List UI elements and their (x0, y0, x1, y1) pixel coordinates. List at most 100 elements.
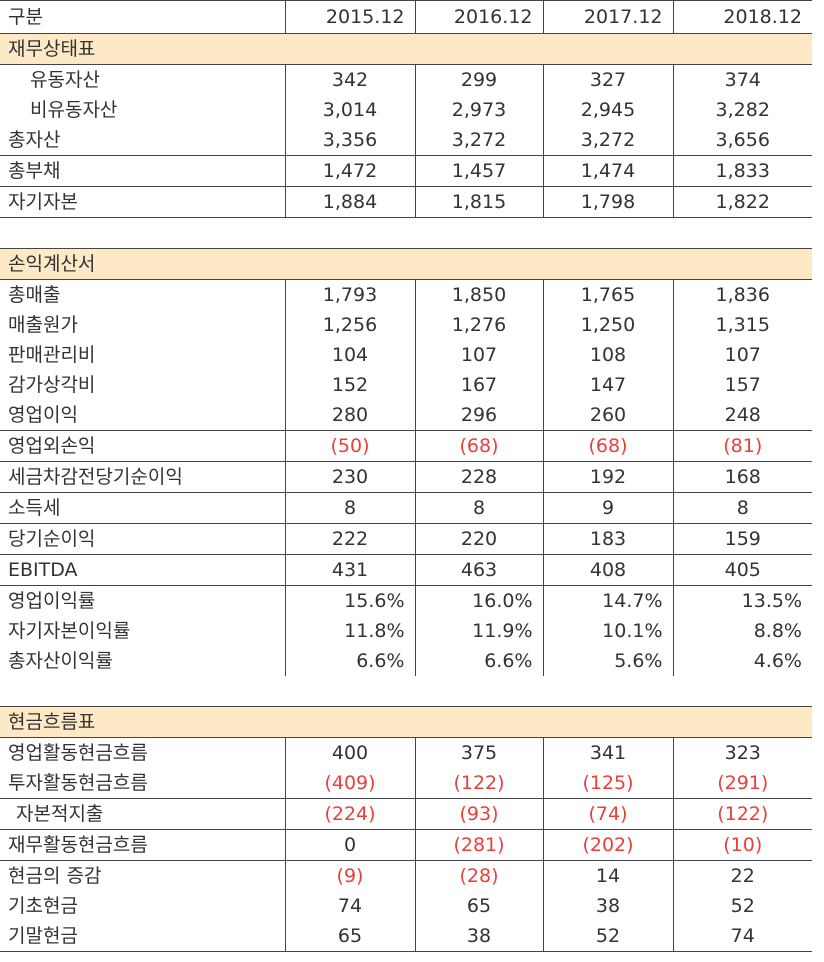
value-cell: 222 (284, 523, 415, 555)
row-label: 영업이익 (0, 400, 285, 431)
value-cell: 299 (414, 64, 543, 95)
value-cell: 327 (542, 64, 673, 95)
row-label: 영업이익률 (8, 590, 96, 612)
section-row: 재무상태표 (0, 33, 812, 65)
data-row: 영업활동현금흐름 400 375 341 323 (0, 737, 812, 768)
value-cell: 16.0% (414, 585, 543, 616)
value-cell: 323 (672, 737, 812, 768)
value-cell: 2,945 (542, 95, 673, 125)
row-label: 기초현금 (8, 895, 78, 917)
value-cell: 38 (542, 891, 673, 921)
value-cell: 463 (414, 554, 543, 586)
value-cell: (202) (542, 829, 673, 861)
value-cell: 1,822 (672, 186, 812, 218)
value-cell: 168 (672, 461, 812, 493)
value-cell: 2,973 (414, 95, 543, 125)
value-cell: 1,815 (414, 186, 543, 218)
value-cell: (50) (284, 430, 415, 462)
row-label: 세금차감전당기순이익 (0, 461, 285, 493)
row-label: 당기순이익 (0, 523, 285, 555)
value-cell: 1,457 (414, 155, 543, 187)
value-cell: 296 (414, 400, 543, 431)
value-cell: (224) (284, 798, 415, 830)
value-cell: 108 (542, 340, 673, 370)
value-cell: 107 (414, 340, 543, 370)
value-cell: 230 (284, 461, 415, 493)
value-cell: 8 (284, 492, 415, 524)
data-row: 소득세 8 8 9 8 (0, 492, 812, 524)
value-cell: 22 (672, 860, 812, 891)
header-cell: 2016.12 (414, 0, 543, 34)
value-cell: (281) (414, 829, 543, 861)
value-cell: 147 (542, 370, 673, 400)
value-cell: 52 (542, 921, 673, 952)
value-cell: 65 (414, 891, 543, 921)
section-title: 재무상태표 (0, 33, 812, 65)
data-row: EBITDA 431 463 408 405 (0, 554, 812, 586)
row-label: 매출원가 (8, 314, 78, 336)
row-label: EBITDA (0, 554, 285, 586)
value-cell: (291) (672, 768, 812, 799)
value-cell: 1,472 (284, 155, 415, 187)
row-label: 영업활동현금흐름 (8, 742, 148, 764)
data-row: 총자산 3,356 3,272 3,272 3,656 (0, 125, 812, 156)
data-row: 비유동자산 3,014 2,973 2,945 3,282 (0, 95, 812, 125)
data-row: 자기자본이익률 11.8% 11.9% 10.1% 8.8% (0, 616, 812, 646)
data-row: 기초현금 74 65 38 52 (0, 891, 812, 921)
section-title: 손익계산서 (0, 248, 812, 280)
value-cell: 15.6% (284, 585, 415, 616)
value-cell: (10) (672, 829, 812, 861)
spacer (0, 218, 812, 249)
value-cell: 400 (284, 737, 415, 768)
value-cell: 6.6% (284, 646, 415, 676)
row-label: 총부채 (0, 155, 285, 187)
section-title: 현금흐름표 (0, 706, 812, 738)
value-cell: 3,272 (542, 125, 673, 156)
data-row: 감가상각비 152 167 147 157 (0, 370, 812, 400)
table-body: 구분 2015.12 2016.12 2017.12 2018.12 재무상태표 유동자산 3… (0, 0, 812, 952)
value-cell: 10.1% (542, 616, 673, 646)
value-cell: 408 (542, 554, 673, 586)
data-row: 유동자산 342 299 327 374 (0, 64, 812, 95)
financial-table: 구분 2015.12 2016.12 2017.12 2018.12 재무상태표 유동자산 3… (0, 0, 812, 952)
row-label: 자본적지출 (0, 798, 285, 830)
value-cell: 65 (284, 921, 415, 952)
value-cell: 104 (284, 340, 415, 370)
data-row: 총자산이익률 6.6% 6.6% 5.6% 4.6% (0, 646, 812, 676)
value-cell: (81) (672, 430, 812, 462)
data-row: 현금의 증감 (9) (28) 14 22 (0, 860, 812, 891)
section-row: 손익계산서 (0, 248, 812, 280)
row-label: 비유동자산 (30, 99, 118, 121)
value-cell: 38 (414, 921, 543, 952)
row-label: 자기자본 (0, 186, 285, 218)
value-cell: 341 (542, 737, 673, 768)
value-cell: 220 (414, 523, 543, 555)
value-cell: 5.6% (542, 646, 673, 676)
row-label: 총매출 (8, 284, 61, 306)
value-cell: (68) (542, 430, 673, 462)
row-label: 기말현금 (0, 921, 285, 952)
value-cell: 1,276 (414, 310, 543, 340)
value-cell: 1,793 (284, 279, 415, 310)
row-label: 자기자본이익률 (8, 620, 131, 642)
value-cell: 9 (542, 492, 673, 524)
row-label: 재무활동현금흐름 (0, 829, 285, 861)
value-cell: 1,850 (414, 279, 543, 310)
data-row: 총매출 1,793 1,850 1,765 1,836 (0, 279, 812, 310)
value-cell: 0 (284, 829, 415, 861)
row-label: 판매관리비 (8, 344, 96, 366)
value-cell: 375 (414, 737, 543, 768)
value-cell: 192 (542, 461, 673, 493)
value-cell: 74 (672, 921, 812, 952)
row-label: 감가상각비 (8, 374, 96, 396)
value-cell: 8 (672, 492, 812, 524)
value-cell: 1,836 (672, 279, 812, 310)
value-cell: 3,282 (672, 95, 812, 125)
value-cell: 1,256 (284, 310, 415, 340)
data-row: 영업외손익 (50) (68) (68) (81) (0, 430, 812, 462)
value-cell: 8.8% (672, 616, 812, 646)
value-cell: 1,315 (672, 310, 812, 340)
value-cell: (74) (542, 798, 673, 830)
value-cell: (9) (284, 860, 415, 891)
value-cell: 1,798 (542, 186, 673, 218)
